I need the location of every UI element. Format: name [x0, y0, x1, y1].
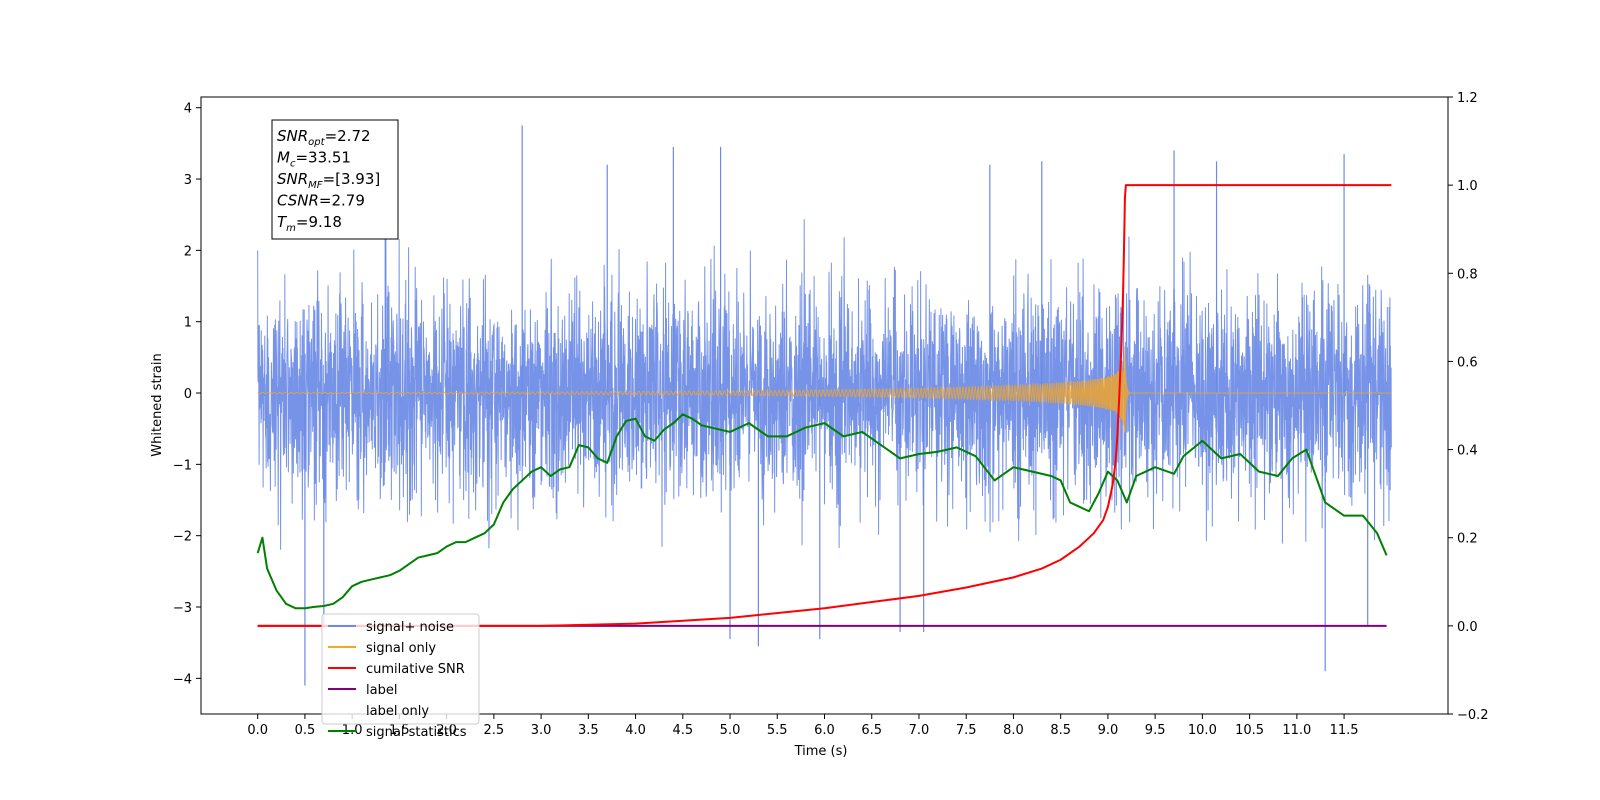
annotation-box: SNRopt=2.72Mc=33.51SNRMF=[3.93]CSNR=2.79…: [271, 119, 399, 240]
annotation-line: SNRMF=[3.93]: [277, 170, 380, 191]
y-left-tick-label: 1: [184, 316, 192, 331]
x-tick-label: 8.0: [1003, 723, 1024, 738]
y-left-tick-label: 4: [184, 102, 192, 117]
y-right-tick-label: 1.2: [1457, 91, 1478, 106]
y-right-tick-label: 1.0: [1457, 179, 1478, 194]
x-tick-label: 5.0: [720, 723, 741, 738]
y-left-tick-label: −2: [173, 530, 192, 545]
y-right-tick-label: 0.4: [1457, 444, 1478, 459]
annotation-line: SNRopt=2.72: [277, 127, 371, 148]
x-tick-label: 7.5: [956, 723, 977, 738]
series-signal-statistics-line: [256, 413, 1388, 610]
x-tick-label: 10.0: [1188, 723, 1217, 738]
plot-area: [256, 125, 1392, 686]
x-tick-label: 1.5: [389, 723, 410, 738]
y-axis-left: −4 −3 −2 −1 0 1 2 3 4: [173, 102, 201, 687]
x-tick-label: 9.0: [1098, 723, 1119, 738]
legend-label: label: [366, 683, 397, 698]
annotation-line: CSNR=2.79: [277, 192, 365, 210]
y-right-tick-label: 0.6: [1457, 355, 1478, 370]
legend-frame: [321, 613, 480, 725]
x-tick-label: 11.0: [1282, 723, 1311, 738]
y-right-tick-label: 0.8: [1457, 267, 1478, 282]
y-right-tick-label: 0.0: [1457, 620, 1478, 635]
x-axis: 0.0 0.5 1.0 1.5 2.0 2.5 3.0 3.5 4.0 4.5 5.0 5.5 6.0 6…: [247, 714, 1359, 738]
series-cumilative-snr-line: [257, 184, 1392, 627]
legend-label: signal only: [366, 641, 436, 656]
y-left-tick-label: −1: [173, 458, 192, 473]
x-tick-label: 11.5: [1330, 723, 1359, 738]
y-right-tick-label: 0.2: [1457, 532, 1478, 547]
y-left-tick-label: 3: [184, 173, 192, 188]
x-tick-label: 5.5: [767, 723, 788, 738]
legend-label: signal+ noise: [366, 620, 454, 635]
y-right-tick-label: −0.2: [1457, 708, 1489, 723]
x-tick-label: 9.5: [1145, 723, 1166, 738]
x-tick-label: 2.0: [436, 723, 457, 738]
y-left-tick-label: 2: [184, 244, 192, 259]
annotation-line: Mc=33.51: [277, 149, 351, 170]
x-tick-label: 2.5: [484, 723, 505, 738]
y-axis-right: −0.2 0.0 0.2 0.4 0.6 0.8 1.0 1.2: [1448, 91, 1489, 723]
x-tick-label: 6.0: [814, 723, 835, 738]
legend-label: label only: [366, 704, 429, 719]
x-tick-label: 6.5: [861, 723, 882, 738]
x-tick-label: 0.0: [247, 723, 268, 738]
annotation-line: Tm=9.18: [277, 213, 342, 234]
x-tick-label: 4.5: [672, 723, 693, 738]
x-tick-label: 3.0: [531, 723, 552, 738]
x-tick-label: 8.5: [1050, 723, 1071, 738]
series-signal-only-line: [257, 346, 1392, 433]
x-axis-label: Time (s): [794, 744, 848, 759]
legend-label: signal statistics: [366, 725, 467, 740]
x-tick-label: 0.5: [295, 723, 316, 738]
series-signal-noise-line: [257, 219, 1392, 550]
y-axis-label: Whitened strain: [150, 353, 165, 456]
y-left-tick-label: −3: [173, 601, 192, 616]
x-tick-label: 10.5: [1235, 723, 1264, 738]
legend-label: cumilative SNR: [366, 662, 465, 677]
x-tick-label: 4.0: [625, 723, 646, 738]
x-tick-label: 7.0: [909, 723, 930, 738]
annotation-frame: [271, 119, 399, 240]
y-left-tick-label: −4: [173, 672, 192, 687]
x-tick-label: 3.5: [578, 723, 599, 738]
y-left-tick-label: 0: [184, 387, 192, 402]
legend: signal+ noise signal only cumilative SNR la…: [321, 613, 480, 740]
